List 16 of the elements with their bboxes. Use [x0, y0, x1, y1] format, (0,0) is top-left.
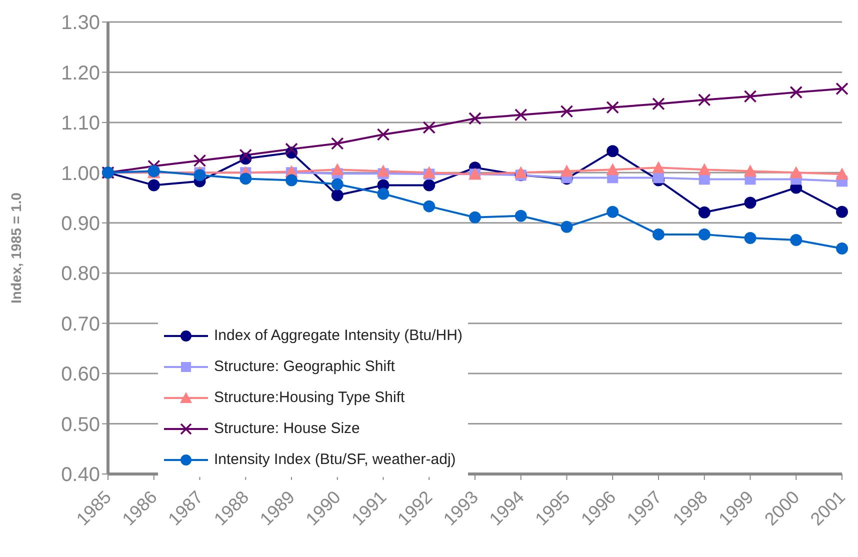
y-axis-title: Index, 1985 = 1.0 — [8, 192, 24, 304]
legend-label: Intensity Index (Btu/SF, weather-adj) — [214, 451, 456, 468]
legend-label: Structure: Geographic Shift — [214, 358, 395, 375]
y-tick-label: 1.00 — [61, 162, 100, 185]
y-tick-label: 0.50 — [61, 414, 100, 436]
y-tick-label: 0.90 — [61, 212, 100, 235]
legend-label: Structure: House Size — [214, 420, 360, 437]
y-tick-label: 0.40 — [61, 464, 100, 486]
y-tick-label: 1.20 — [61, 62, 100, 84]
legend-label: Index of Aggregate Intensity (Btu/HH) — [214, 327, 462, 344]
y-tick-label: 0.60 — [61, 364, 100, 386]
legend-label: Structure:Housing Type Shift — [214, 389, 405, 406]
y-tick-label: 0.80 — [61, 263, 100, 286]
y-tick-label: 0.70 — [61, 313, 100, 336]
y-tick-label: 1.30 — [61, 12, 100, 34]
y-tick-label: 1.10 — [61, 112, 100, 135]
